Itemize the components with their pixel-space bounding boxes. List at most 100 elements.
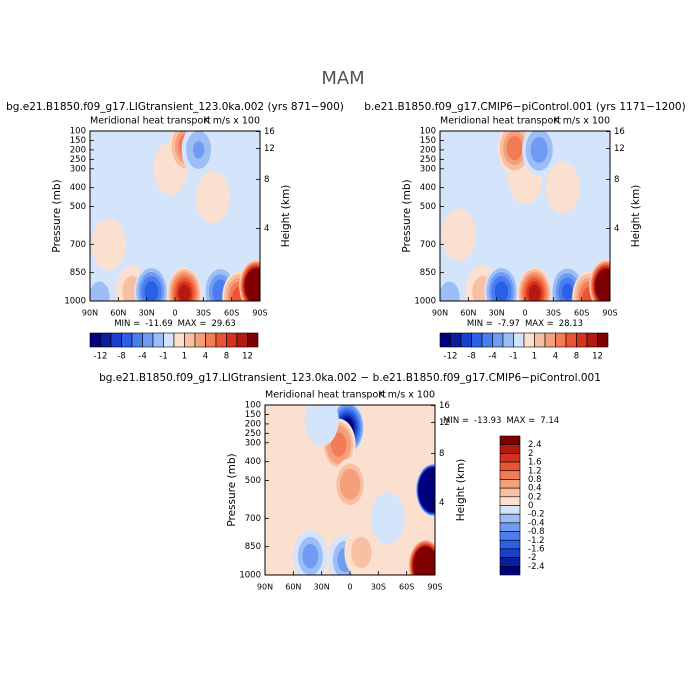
stats-max: 29.63 [211,319,235,329]
panel-units: K m/s x 100 [554,116,610,127]
contour-band [330,432,347,457]
colorbar-box [121,332,133,348]
contour-band [192,141,205,159]
colorbar-label: -2.4 [528,562,545,572]
colorbar-box [499,496,521,506]
colorbar-label: -0.8 [528,527,545,537]
colorbar-box [499,566,521,576]
y-tick-label: 500 [245,476,261,486]
y-tick-label: 850 [420,268,436,278]
y2-tick-label: 8 [439,449,444,459]
stats-min: -11.69 [145,319,172,329]
x-tick-label: 90N [257,583,273,592]
colorbar-label: 0.8 [528,475,542,485]
colorbar-box [499,435,521,445]
contour-band [418,467,435,513]
x-tick-label: 30S [371,583,386,592]
x-tick-label: 0 [347,583,352,592]
colorbar-box [131,332,143,348]
y-tick-label: 100 [420,127,436,137]
contour-band [91,218,126,271]
colorbar-label: -1.2 [528,536,545,546]
panel-title: bg.e21.B1850.f09_g17.LIGtransient_123.0k… [99,372,601,384]
colorbar-label: -0.2 [528,510,545,520]
colorbar-box [450,332,462,348]
x-tick-label: 30S [546,309,561,318]
colorbar-box [499,444,521,454]
stats-max: 28.13 [559,319,583,329]
y2-tick-label: 12 [439,418,450,428]
contour-band [195,171,230,224]
panel-title: b.e21.B1850.f09_g17.CMIP6−piControl.001 … [364,101,685,113]
contour-band [528,284,541,301]
colorbar-box [236,332,248,348]
y-tick-label: 400 [245,457,261,467]
colorbar-box [184,332,196,348]
y-tick-label: 250 [245,429,261,439]
contour-band [545,161,580,214]
colorbar-box [513,332,525,348]
stats-min: -13.93 [474,416,501,426]
y-tick-label: 1000 [414,297,436,307]
y2-tick-label: 8 [614,175,619,185]
y2-tick-label: 12 [264,144,275,154]
y-tick-label: 200 [420,145,436,155]
y-tick-label: 700 [420,240,436,250]
colorbar-box [492,332,504,348]
x-tick-label: 90N [82,309,98,318]
colorbar-label: -12 [94,352,108,362]
colorbar-box [173,332,185,348]
stats-min-label: MIN = [114,319,140,329]
y-tick-label: 250 [420,155,436,165]
colorbar-label: 1.2 [528,466,542,476]
colorbar-box [499,453,521,463]
x-tick-label: 30N [139,309,155,318]
colorbar-label: 1 [182,352,187,362]
y-tick-label: 100 [70,127,86,137]
colorbar-label: -4 [488,352,496,362]
colorbar-label: -0.4 [528,518,545,528]
colorbar-box [142,332,154,348]
y-tick-label: 850 [70,268,86,278]
contour-band [506,135,523,161]
colorbar-label: 0 [528,501,533,511]
colorbar-box [499,539,521,550]
panel-units: K m/s x 100 [204,116,260,127]
colorbar-box [89,332,101,348]
x-tick-label: 60N [460,309,476,318]
colorbar-box [110,332,122,348]
panel-subtitle: Meridional heat transport [265,390,386,401]
colorbar-box [523,332,535,348]
y2-tick-label: 16 [614,127,625,137]
y2-tick-label: 4 [439,498,444,508]
y-tick-label: 700 [245,514,261,524]
colorbar-label: 4 [553,352,558,362]
y2-tick-label: 12 [614,144,625,154]
contour-band [244,268,260,301]
colorbar-label: 8 [574,352,579,362]
contour-band [562,283,573,300]
colorbar-box [499,505,521,515]
contour-band [441,208,476,261]
y-axis-label: Pressure (mb) [226,453,238,526]
colorbar-box [555,332,567,348]
y-tick-label: 500 [70,202,86,212]
colorbar-label: 1 [532,352,537,362]
y2-tick-label: 4 [614,224,619,234]
colorbar-label: -8 [467,352,475,362]
y2-axis-label: Height (km) [455,459,467,522]
stats-max-label: MAX = [178,319,207,329]
colorbar-box [597,332,609,348]
contour-field [265,405,435,575]
contour-band [494,281,509,301]
x-tick-label: 60S [399,583,414,592]
colorbar-box [194,332,206,348]
colorbar-box [502,332,514,348]
colorbar-box [439,332,451,348]
y2-tick-label: 8 [264,175,269,185]
y-tick-label: 400 [70,183,86,193]
colorbar-label: -2 [528,553,536,563]
colorbar-box [163,332,175,348]
contour-band [302,543,319,569]
x-tick-label: 0 [522,309,527,318]
